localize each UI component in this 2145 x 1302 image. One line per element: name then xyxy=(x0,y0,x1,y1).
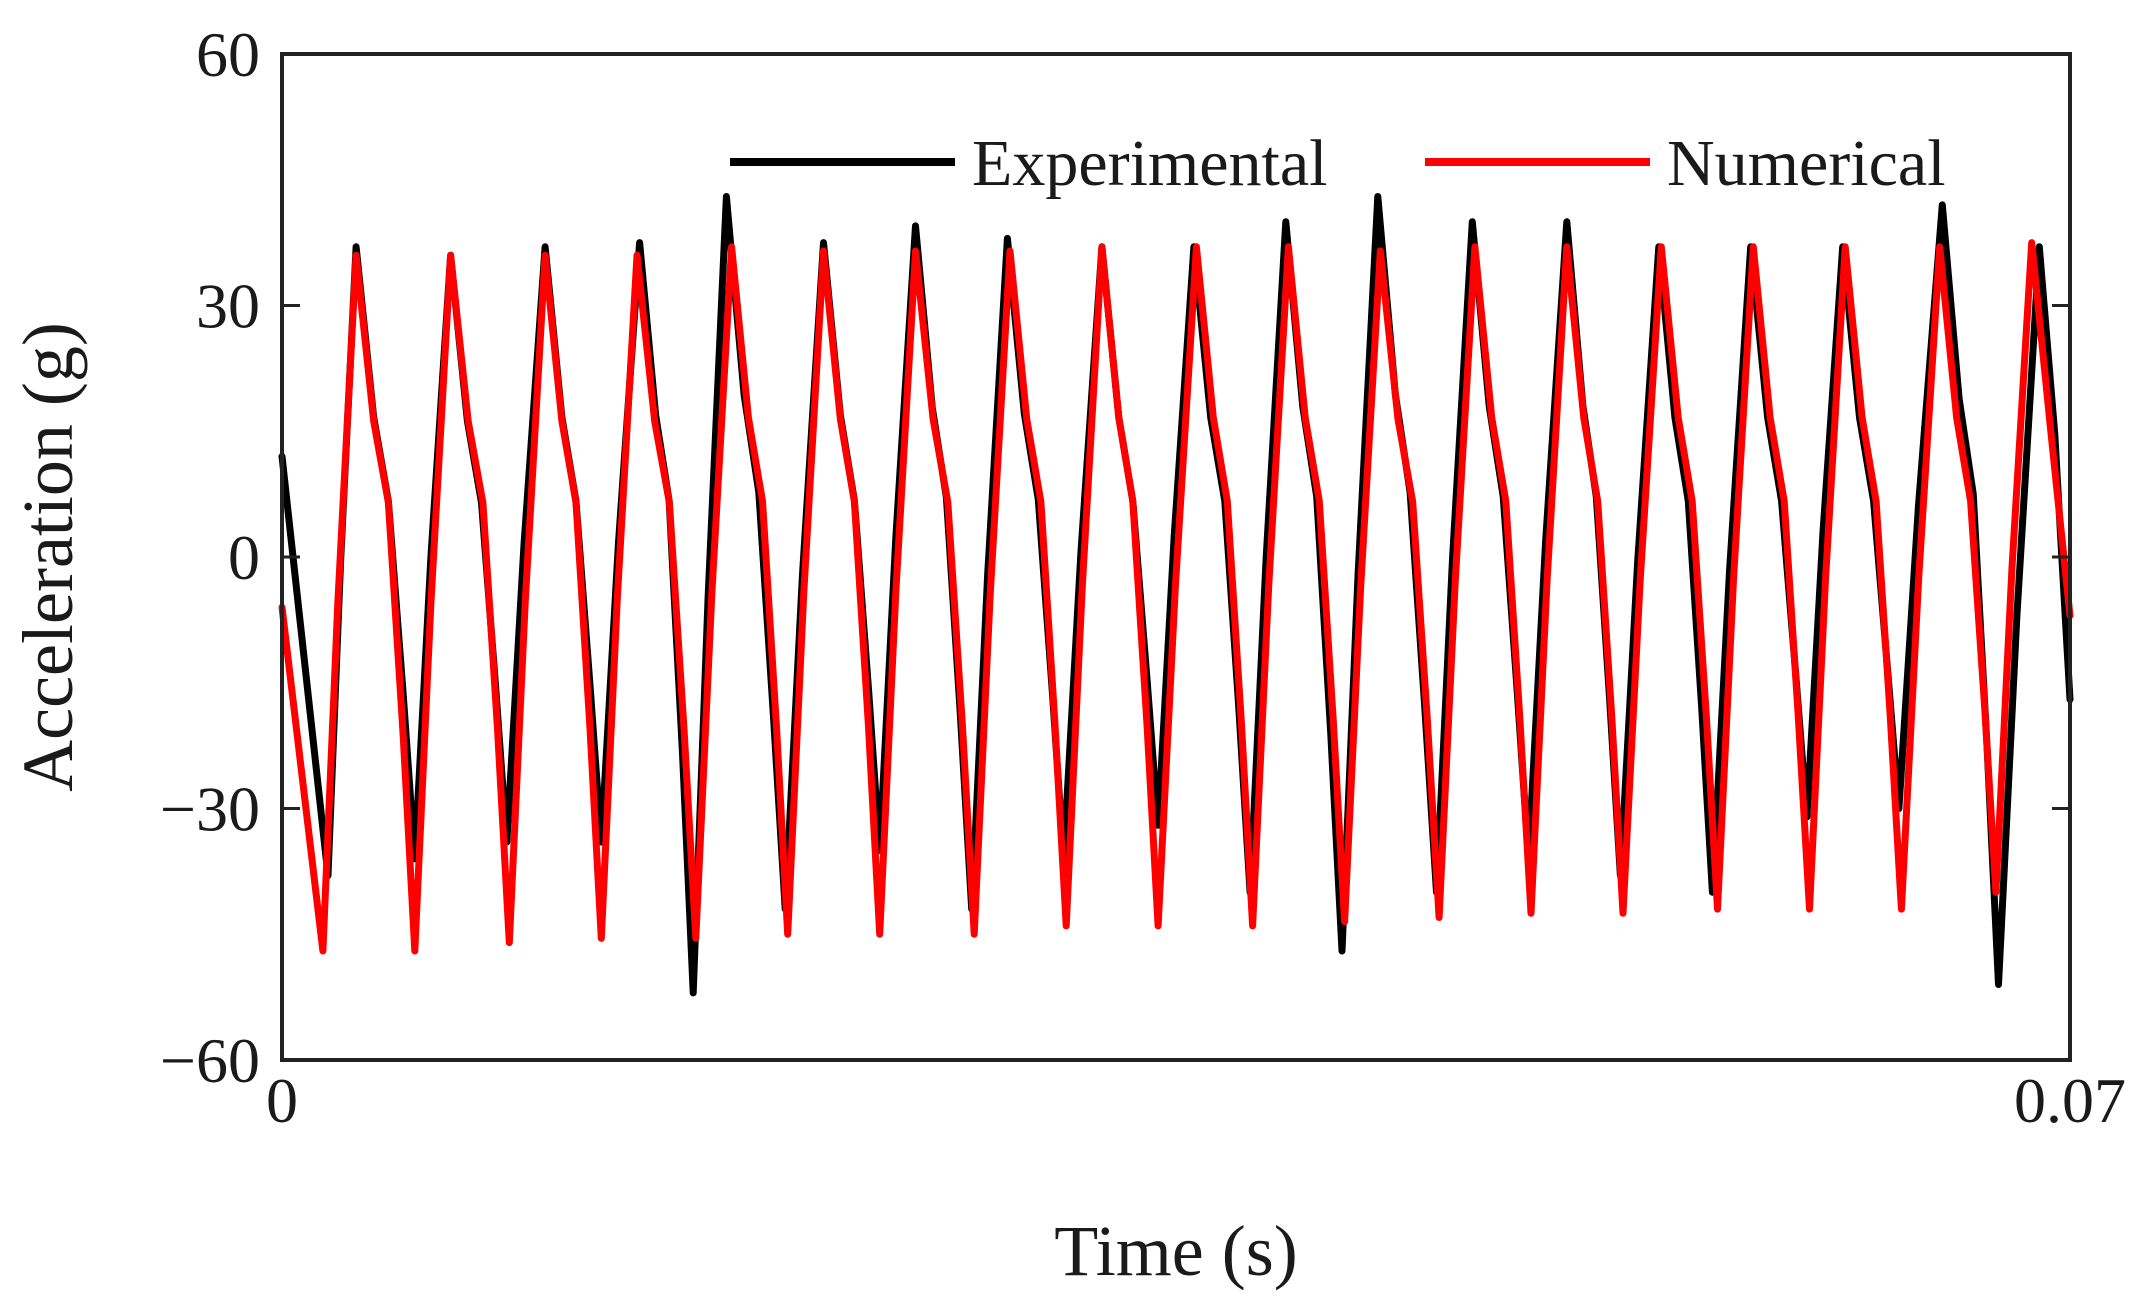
y-tick-label: 30 xyxy=(196,271,260,342)
series-line-numerical xyxy=(278,239,2074,955)
x-tick-label: 0.07 xyxy=(2014,1065,2126,1136)
x-axis-title: Time (s) xyxy=(1054,1211,1297,1291)
y-tick-label: −30 xyxy=(160,774,260,845)
legend-label-numerical: Numerical xyxy=(1667,127,1946,200)
legend: Experimental Numerical xyxy=(730,127,1946,200)
x-tick-label: 0 xyxy=(266,1065,298,1136)
y-tick-label: −60 xyxy=(160,1025,260,1096)
series-layer xyxy=(278,193,2074,997)
legend-label-experimental: Experimental xyxy=(972,127,1328,200)
y-tick-label: 0 xyxy=(228,522,260,593)
y-tick-label: 60 xyxy=(196,19,260,90)
y-axis-title: Acceleration (g) xyxy=(8,322,88,792)
